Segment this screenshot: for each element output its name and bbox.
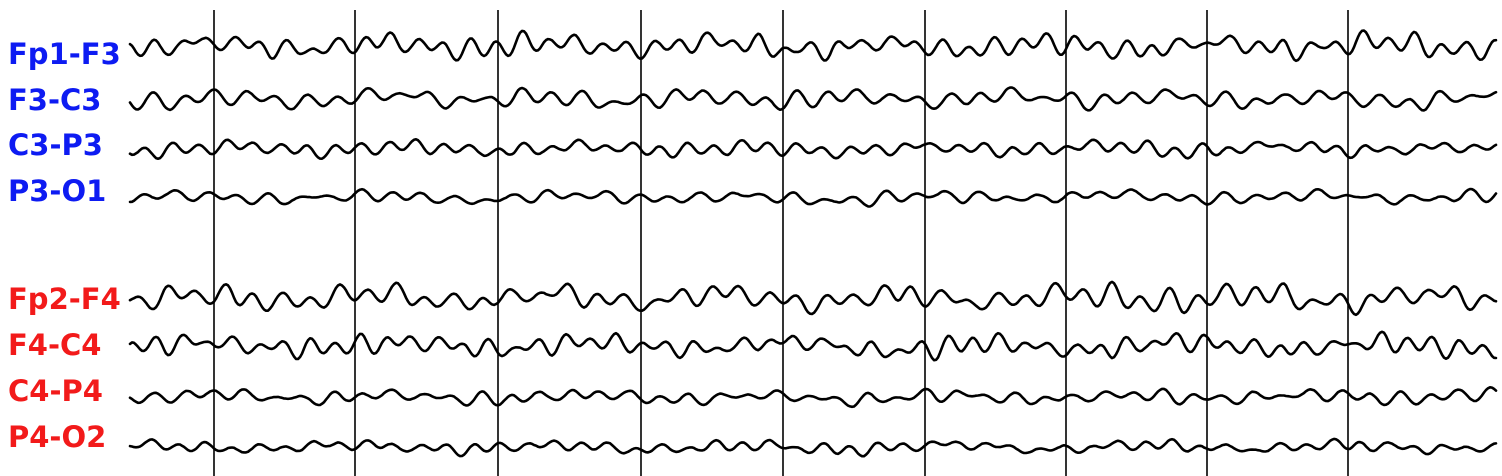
trace-fp1-f3 [128,29,1498,63]
trace-c4-p4 [128,386,1498,409]
channel-label-fp2-f4: Fp2-F4 [8,282,121,316]
channel-label-p4-o2: P4-O2 [8,420,107,454]
trace-f3-c3 [128,86,1498,112]
trace-fp2-f4 [128,280,1498,317]
channel-label-c3-p3: C3-P3 [8,128,103,162]
trace-f4-c4 [128,330,1498,362]
trace-p3-o1 [128,187,1498,208]
channel-label-fp1-f3: Fp1-F3 [8,37,121,71]
trace-p4-o2 [128,437,1498,458]
channel-label-f4-c4: F4-C4 [8,328,102,362]
channel-label-p3-o1: P3-O1 [8,174,107,208]
channel-label-c4-p4: C4-P4 [8,374,103,408]
trace-c3-p3 [128,138,1498,160]
channel-label-f3-c3: F3-C3 [8,83,102,117]
